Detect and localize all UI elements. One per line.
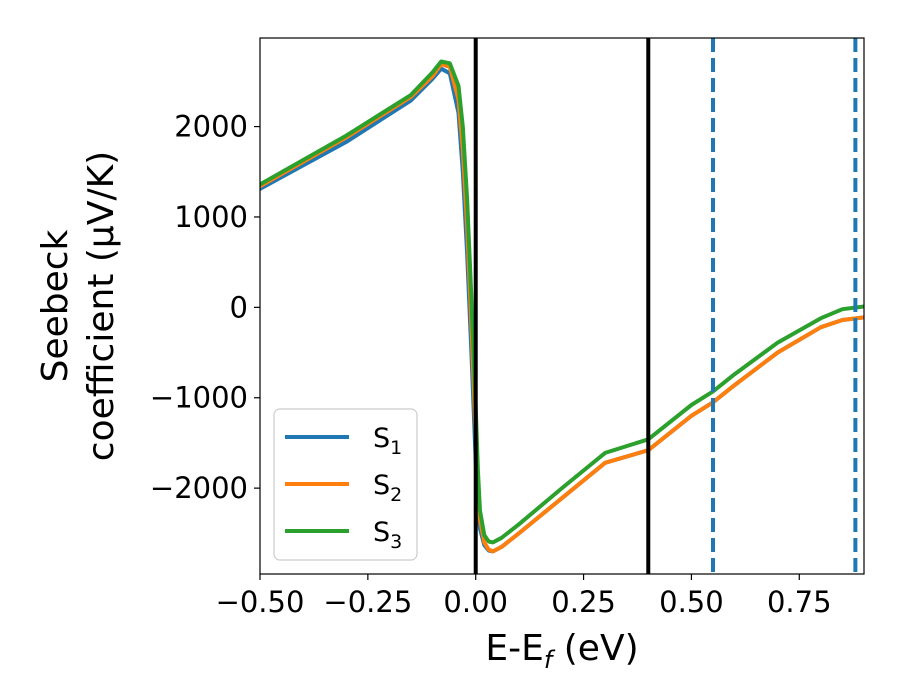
series-line-2	[260, 62, 864, 554]
legend-label-2: S2	[373, 470, 402, 506]
x-tick-label: −0.50	[216, 585, 305, 619]
legend-label-1: S1	[373, 423, 402, 459]
x-tick-label: 0.00	[443, 585, 508, 619]
y-tick-label: −2000	[150, 471, 248, 505]
plot-frame	[259, 37, 865, 575]
x-tick-label: −0.25	[323, 585, 412, 619]
y-axis-label-line2: coefficient (μV/K)	[81, 151, 122, 461]
x-axis-label-unit: (eV)	[552, 628, 638, 669]
x-axis-label: E-Ef (eV)	[485, 628, 638, 674]
legend-entries: S1 S2 S3	[285, 423, 402, 553]
x-tick-label: 0.50	[659, 585, 724, 619]
y-axis-label-line1: Seebeck	[35, 229, 76, 382]
x-axis-ticks: −0.50 −0.25 0.00 0.25 0.50 0.75	[216, 574, 832, 619]
y-tick-label: 2000	[174, 110, 248, 144]
legend-label-3: S3	[373, 517, 402, 553]
y-tick-label: 1000	[174, 200, 248, 234]
series-line-3	[260, 59, 864, 545]
y-axis-ticks: −2000 −1000 0 1000 2000	[150, 110, 260, 505]
legend: S1 S2 S3	[273, 408, 418, 561]
vertical-lines-layer	[473, 38, 858, 574]
y-axis-label: Seebeck coefficient (μV/K)	[35, 151, 122, 461]
x-tick-label: 0.75	[767, 585, 832, 619]
y-tick-label: 0	[230, 290, 248, 324]
series-layer	[260, 59, 864, 554]
y-tick-label: −1000	[150, 381, 248, 415]
x-tick-label: 0.25	[551, 585, 616, 619]
